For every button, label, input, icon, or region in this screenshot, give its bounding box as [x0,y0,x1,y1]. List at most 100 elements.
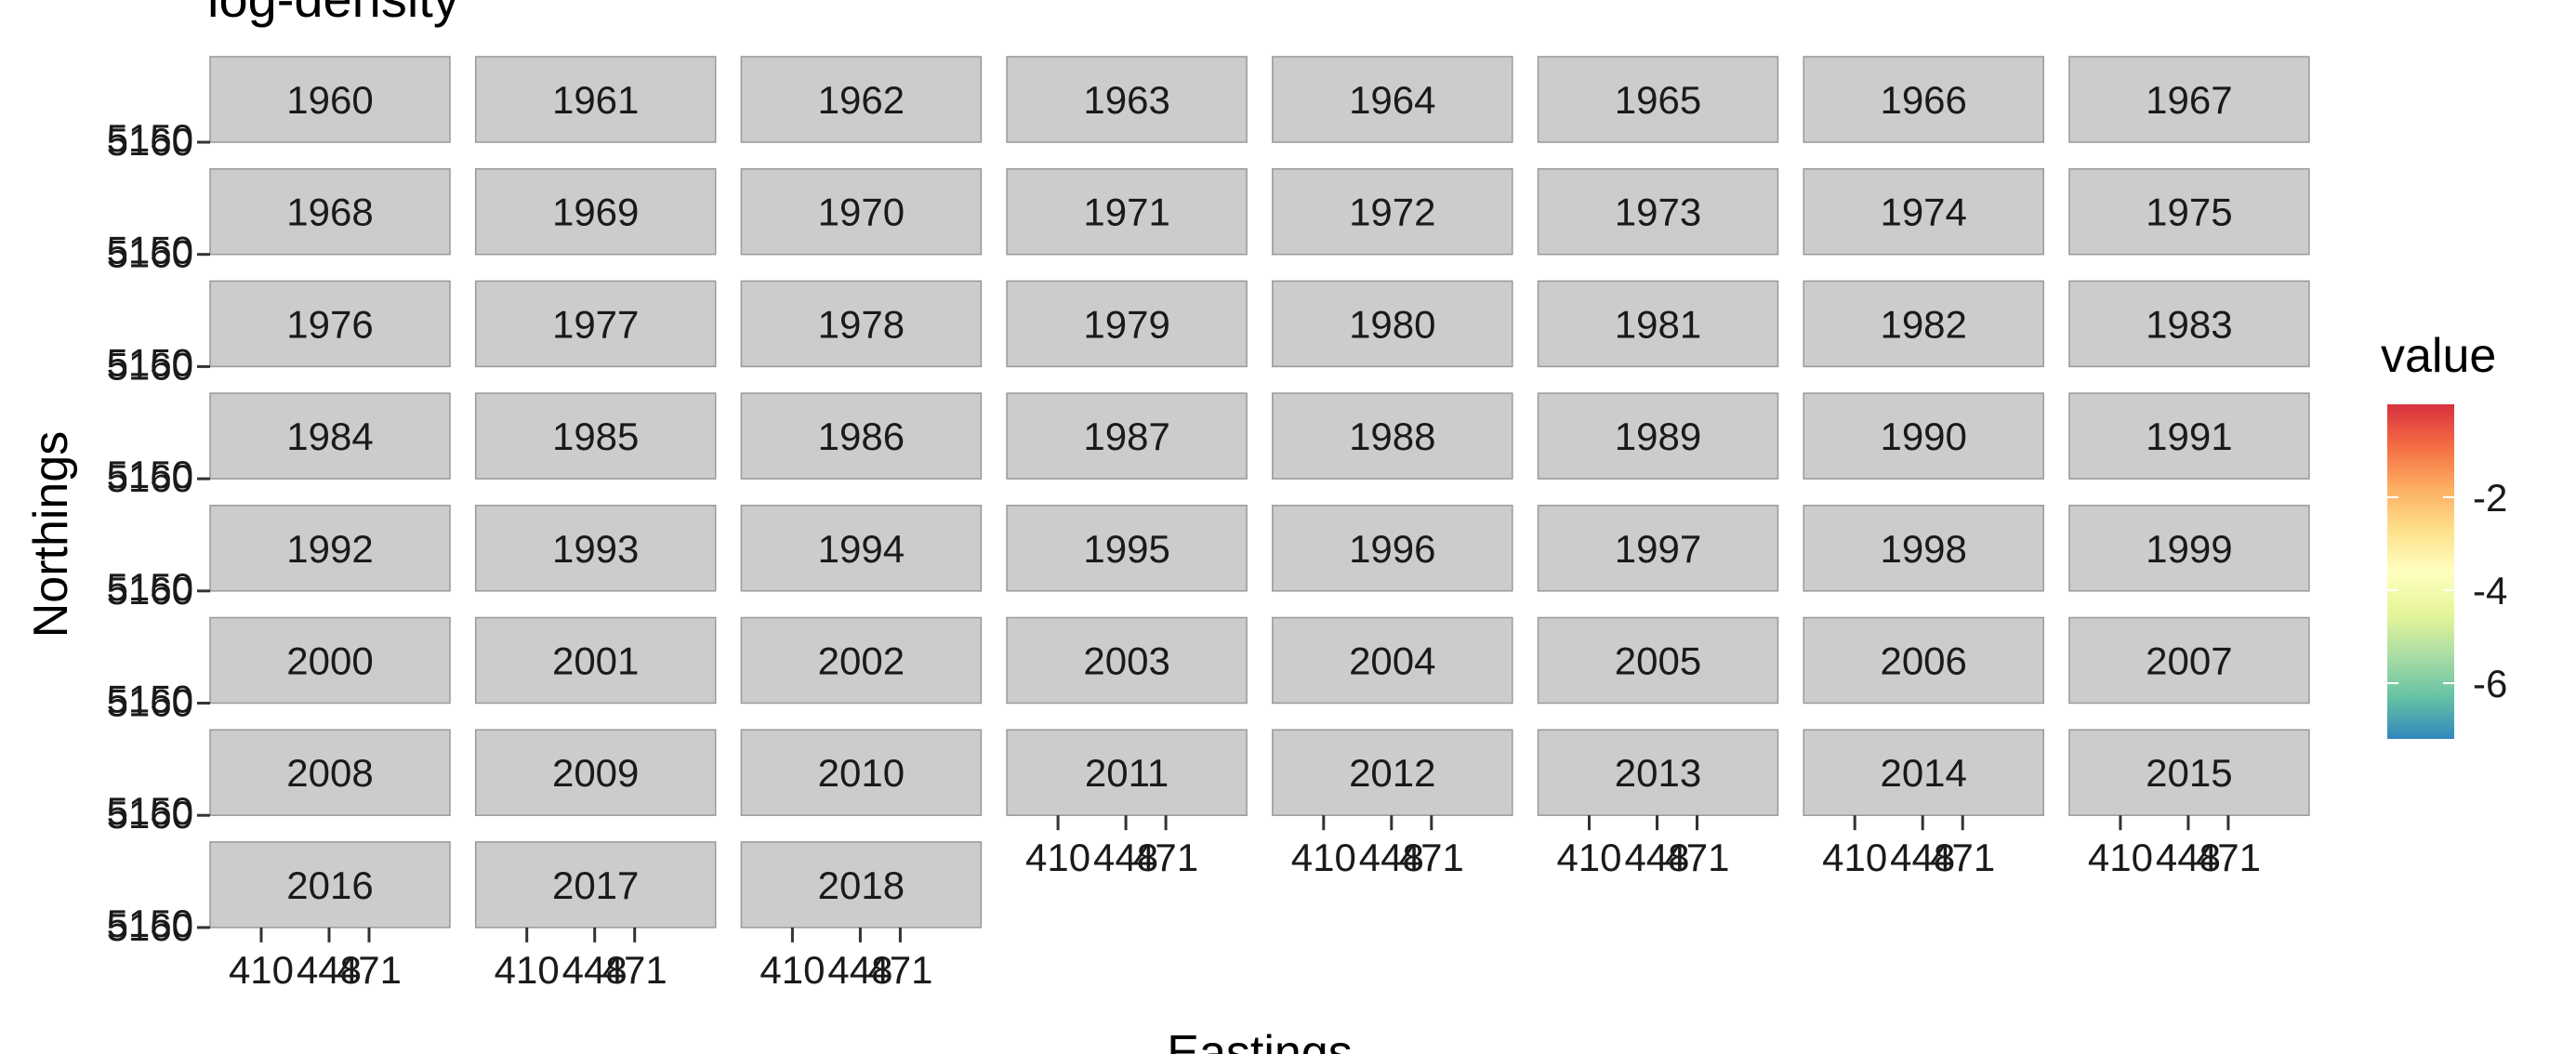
facet-panel-1961: 1961 [474,56,717,143]
x-tick-label: 471 [1133,836,1198,879]
facet-strip [1537,616,1779,705]
facet-label: 1960 [286,78,373,122]
facet-strip [474,280,717,368]
facet-strip [1803,167,2044,256]
facet-label: 1993 [552,527,639,571]
facet-label: 1962 [818,78,905,122]
facet-strip [1803,392,2044,480]
facet-panel-1985: 1985 [474,392,717,480]
x-tick-label: 448 [1093,836,1158,879]
facet-strip [1537,56,1779,143]
facet-panel-1987: 1987 [1006,392,1248,480]
facet-label: 1980 [1349,302,1435,346]
facet-strip [1803,729,2044,816]
facet-label: 1966 [1880,78,1966,122]
x-tick-label: 410 [1291,836,1356,879]
facet-strip [1006,616,1248,705]
facet-strip [209,729,451,816]
facet-strip [1006,505,1248,592]
facet-panel-1963: 1963 [1006,56,1248,143]
facet-label: 2017 [552,863,639,907]
facet-label: 2010 [818,751,905,795]
facet-strip [1272,280,1513,368]
x-tick-label: 471 [1930,836,1995,879]
facet-label: 2013 [1615,751,1701,795]
facet-panel-1997: 1997 [1537,505,1779,592]
facet-strip [740,729,983,816]
facet-strip [474,841,717,929]
x-tick-label: 471 [2196,836,2261,879]
facet-label: 1973 [1615,191,1701,234]
facet-label: 1981 [1615,302,1701,346]
facet-strip [1537,392,1779,480]
facet-label: 2004 [1349,639,1435,683]
facet-label: 1977 [552,302,639,346]
facet-label: 1994 [818,527,905,571]
facet-label: 1978 [818,302,905,346]
facet-label: 1970 [818,191,905,234]
facet-strip [474,392,717,480]
facet-label: 2016 [286,863,373,907]
facet-label: 1964 [1349,78,1435,122]
y-tick-label: 5160 [107,344,193,388]
facet-label: 2003 [1083,639,1169,683]
x-tick-label: 448 [1359,836,1424,879]
facet-panel-1995: 1995 [1006,505,1248,592]
y-tick-label: 5150 [107,789,193,833]
facet-strip [209,167,451,256]
facet-strip [1272,505,1513,592]
legend-colorbar [2387,404,2454,739]
facet-label: 2018 [818,863,905,907]
facet-strip [1803,56,2044,143]
facet-panel-2005: 2005 [1537,616,1779,705]
facet-label: 1969 [552,191,639,234]
facet-strip [1006,56,1248,143]
facet-label: 1979 [1083,302,1169,346]
facet-label: 2008 [286,751,373,795]
facet-strip [740,505,983,592]
facet-panel-1969: 1969 [474,167,717,256]
facet-panel-2010: 2010 [740,729,983,816]
facet-label: 1967 [2146,78,2232,122]
facet-label: 1985 [552,415,639,458]
x-axis-title: Eastings [1167,1026,1352,1054]
facet-panel-2001: 2001 [474,616,717,705]
x-tick-label: 410 [760,948,825,992]
legend-title: value [2381,329,2496,383]
x-tick-label: 471 [602,948,667,992]
y-tick-label: 5160 [107,905,193,949]
y-tick-label: 5150 [107,453,193,496]
facet-strip [2068,505,2310,592]
legend-tick-label: -2 [2473,476,2507,520]
facet-strip [2068,392,2310,480]
facet-strip [1272,729,1513,816]
legend-tick-label: -4 [2473,569,2507,613]
facet-panel-1966: 1966 [1803,56,2044,143]
facet-label: 2000 [286,639,373,683]
facet-panel-1967: 1967 [2068,56,2310,143]
y-tick-label: 5160 [107,681,193,725]
y-tick-label: 5160 [107,569,193,613]
facet-label: 1995 [1083,527,1169,571]
y-tick-label: 5160 [107,793,193,837]
facet-strip [2068,280,2310,368]
facet-label: 1997 [1615,527,1701,571]
facet-strip [740,280,983,368]
facet-panel-1982: 1982 [1803,280,2044,368]
facet-label: 1965 [1615,78,1701,122]
facet-label: 1991 [2146,415,2232,458]
facet-label: 1971 [1083,191,1169,234]
facet-strip [1803,280,2044,368]
facet-panel-1993: 1993 [474,505,717,592]
facet-strip [1537,505,1779,592]
